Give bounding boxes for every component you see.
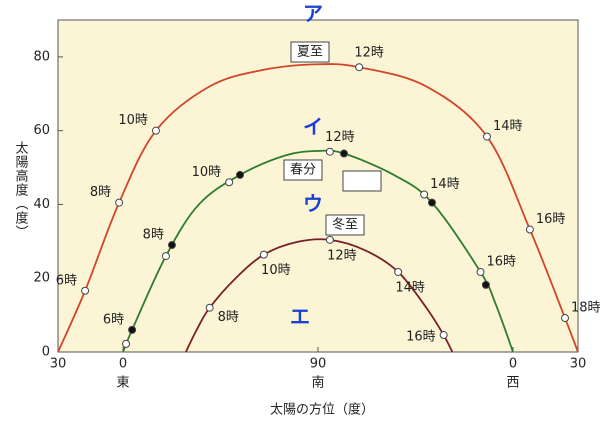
hour-marker — [325, 147, 334, 156]
hour-label: 6時 — [56, 273, 77, 288]
hour-marker — [259, 250, 268, 259]
hour-marker — [481, 280, 490, 289]
x-axis-label: 太陽の方位（度） — [270, 402, 374, 418]
hour-marker — [205, 303, 214, 312]
y-tick-label: 80 — [33, 49, 50, 64]
hour-label: 6時 — [103, 312, 124, 327]
hour-label: 12時 — [354, 46, 384, 61]
y-tick-label: 0 — [42, 345, 50, 360]
hour-label: 14時 — [430, 177, 460, 192]
y-tick-label: 20 — [33, 271, 50, 286]
hour-marker — [427, 198, 436, 207]
hour-marker — [355, 63, 364, 72]
hour-label: 16時 — [487, 254, 517, 269]
plot-area — [57, 19, 579, 353]
season-box — [283, 159, 323, 181]
y-tick-label: 60 — [33, 123, 50, 138]
hour-marker — [115, 198, 124, 207]
annotation: ア — [303, 2, 323, 26]
hour-label: 14時 — [493, 119, 523, 134]
hour-label: 10時 — [118, 113, 148, 128]
hour-marker — [561, 314, 569, 323]
hour-label: 18時 — [571, 301, 601, 316]
hour-marker — [525, 225, 534, 234]
direction-label: 南 — [311, 375, 324, 391]
annotation: ウ — [303, 192, 323, 216]
annotation: エ — [290, 305, 310, 329]
x-tick-label: 0 — [509, 357, 517, 372]
y-tick-label: 40 — [33, 197, 50, 212]
hour-marker — [225, 178, 234, 187]
season-label: 夏至 — [297, 45, 323, 60]
hour-label: 8時 — [143, 228, 164, 243]
x-tick-label: 90 — [310, 357, 327, 372]
hour-label: 10時 — [192, 165, 222, 180]
x-tick-label: 0 — [119, 357, 127, 372]
hour-label: 8時 — [90, 185, 111, 200]
hour-marker — [151, 126, 160, 135]
hour-marker — [394, 267, 403, 276]
hour-marker — [236, 170, 244, 179]
season-label: 春分 — [290, 163, 316, 178]
x-tick-label: 30 — [50, 357, 67, 372]
season-label: 冬至 — [332, 217, 358, 233]
season-box — [290, 41, 330, 63]
hour-marker — [476, 267, 485, 276]
hour-label: 12時 — [327, 248, 357, 263]
hour-marker — [128, 325, 137, 334]
season-box — [325, 214, 365, 236]
season-box — [342, 170, 382, 192]
hour-label: 10時 — [261, 263, 291, 278]
hour-label: 16時 — [536, 212, 566, 227]
hour-marker — [122, 339, 131, 348]
hour-marker — [167, 241, 176, 250]
hour-marker — [483, 132, 491, 141]
x-tick-label: 30 — [570, 357, 587, 372]
y-axis-label: 太陽高度（度） — [13, 141, 29, 239]
hour-marker — [325, 235, 334, 244]
hour-marker — [81, 286, 90, 295]
annotation: イ — [303, 115, 323, 139]
hour-label: 8時 — [218, 310, 239, 325]
hour-label: 12時 — [325, 130, 355, 145]
direction-label: 西 — [506, 376, 519, 391]
direction-label: 東 — [116, 375, 129, 391]
hour-marker — [340, 149, 348, 158]
hour-marker — [161, 252, 170, 261]
hour-marker — [439, 331, 448, 340]
hour-label: 14時 — [395, 280, 425, 295]
hour-label: 16時 — [406, 330, 436, 345]
hour-marker — [420, 190, 429, 199]
